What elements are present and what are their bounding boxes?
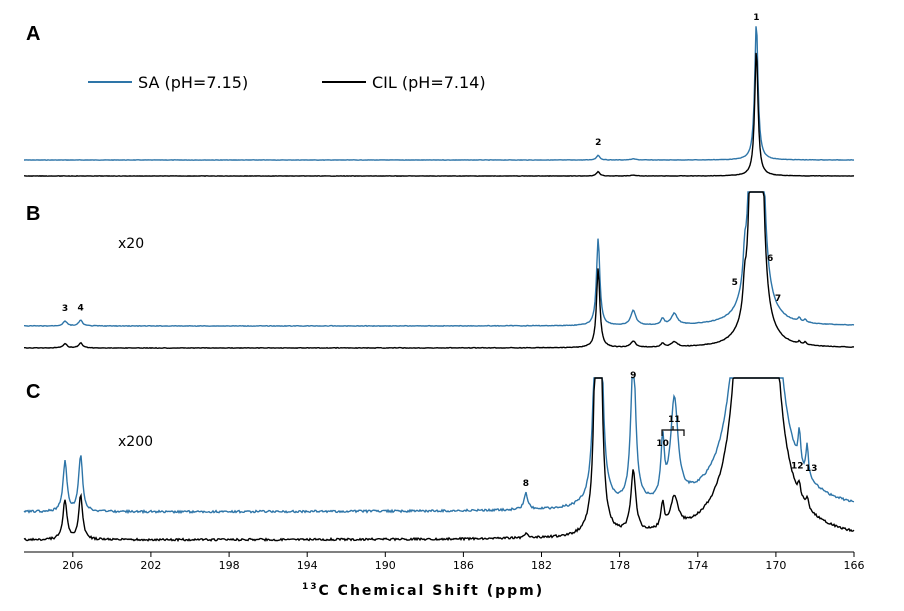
peak-label-13: 13 xyxy=(805,464,818,474)
peak-label-6: 6 xyxy=(767,254,773,264)
x-tick-label: 202 xyxy=(140,559,161,572)
spectrum-b-sa xyxy=(24,191,855,328)
panel-letter-c: C xyxy=(26,381,40,403)
legend-label-sa: SA (pH=7.15) xyxy=(138,73,248,92)
spectrum-a-cil xyxy=(24,52,855,177)
peak-label-9: 9 xyxy=(630,371,636,381)
scale-factor-b: x20 xyxy=(118,236,144,252)
peak-label-4: 4 xyxy=(77,303,83,313)
x-axis-title: 13C Chemical Shift (ppm) xyxy=(302,582,544,599)
x-tick-label: 186 xyxy=(453,559,474,572)
x-tick-label: 178 xyxy=(609,559,630,572)
peak-label-2: 2 xyxy=(595,138,601,148)
peak-label-7: 7 xyxy=(775,294,781,304)
x-ticks-group: 206 202 198 194 190 186 182 178 174 170 166 xyxy=(62,552,865,572)
spectrum-c-cil xyxy=(23,377,855,543)
peak-11-bracket xyxy=(661,426,685,436)
peak-label-1: 1 xyxy=(753,13,759,23)
x-tick-label: 166 xyxy=(844,559,865,572)
peak-label-12: 12 xyxy=(791,461,804,471)
peak-label-11: 11 xyxy=(668,415,681,425)
x-tick-label: 170 xyxy=(765,559,786,572)
x-tick-label: 198 xyxy=(219,559,240,572)
x-tick-label: 182 xyxy=(531,559,552,572)
legend: SA (pH=7.15) CIL (pH=7.14) xyxy=(88,73,486,92)
x-tick-label: 174 xyxy=(687,559,708,572)
x-tick-label: 194 xyxy=(297,559,318,572)
spectrum-a-sa xyxy=(24,26,855,161)
spectra-group xyxy=(23,26,855,543)
x-axis-title-superscript: 13 xyxy=(302,582,319,592)
peak-label-10: 10 xyxy=(656,439,669,449)
x-tick-label: 206 xyxy=(62,559,83,572)
panel-letter-a: A xyxy=(26,23,40,45)
spectrum-b-cil xyxy=(24,191,855,350)
legend-label-cil: CIL (pH=7.14) xyxy=(372,73,486,92)
peak-label-8: 8 xyxy=(523,479,529,489)
peak-label-3: 3 xyxy=(62,304,68,314)
x-axis-title-main: C Chemical Shift (ppm) xyxy=(319,583,545,599)
peak-label-5: 5 xyxy=(732,278,738,288)
panel-letter-b: B xyxy=(26,203,40,225)
scale-factor-c: x200 xyxy=(118,434,153,450)
x-axis: 206 202 198 194 190 186 182 178 174 170 166 xyxy=(24,551,865,572)
x-tick-label: 190 xyxy=(375,559,396,572)
spectrum-c-sa xyxy=(23,377,855,515)
